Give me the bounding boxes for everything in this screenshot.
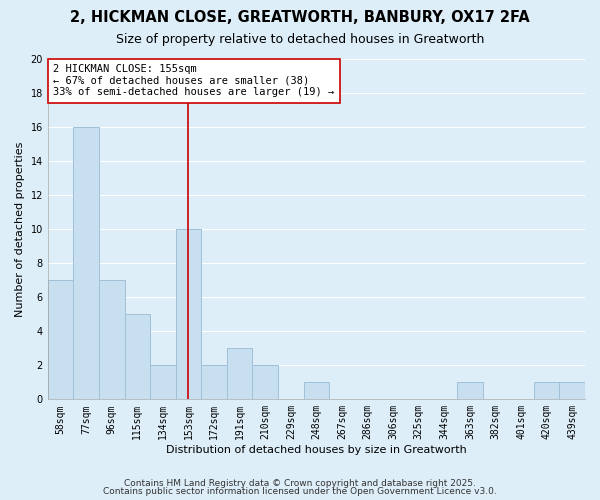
Text: Size of property relative to detached houses in Greatworth: Size of property relative to detached ho… xyxy=(116,32,484,46)
Bar xyxy=(457,382,482,400)
Bar xyxy=(99,280,125,400)
X-axis label: Distribution of detached houses by size in Greatworth: Distribution of detached houses by size … xyxy=(166,445,467,455)
Bar xyxy=(48,280,73,400)
Bar xyxy=(304,382,329,400)
Text: Contains HM Land Registry data © Crown copyright and database right 2025.: Contains HM Land Registry data © Crown c… xyxy=(124,478,476,488)
Bar xyxy=(125,314,150,400)
Bar xyxy=(534,382,559,400)
Text: 2, HICKMAN CLOSE, GREATWORTH, BANBURY, OX17 2FA: 2, HICKMAN CLOSE, GREATWORTH, BANBURY, O… xyxy=(70,10,530,25)
Y-axis label: Number of detached properties: Number of detached properties xyxy=(15,142,25,317)
Bar xyxy=(201,366,227,400)
Bar xyxy=(176,229,201,400)
Text: 2 HICKMAN CLOSE: 155sqm
← 67% of detached houses are smaller (38)
33% of semi-de: 2 HICKMAN CLOSE: 155sqm ← 67% of detache… xyxy=(53,64,334,98)
Bar xyxy=(227,348,253,400)
Bar xyxy=(253,366,278,400)
Bar xyxy=(150,366,176,400)
Bar xyxy=(73,127,99,400)
Bar xyxy=(559,382,585,400)
Text: Contains public sector information licensed under the Open Government Licence v3: Contains public sector information licen… xyxy=(103,487,497,496)
